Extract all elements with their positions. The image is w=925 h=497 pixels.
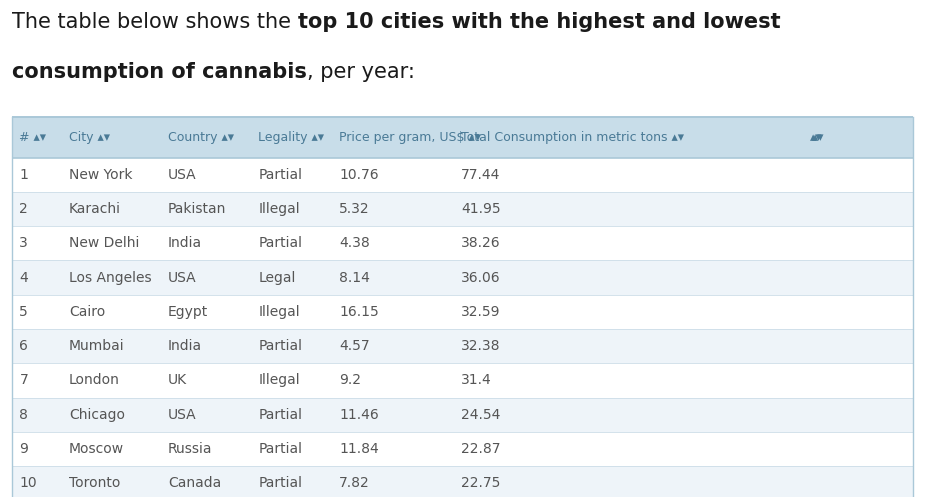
Text: Partial: Partial xyxy=(258,476,302,491)
Text: Legality ▴▾: Legality ▴▾ xyxy=(258,131,324,144)
Text: 16.15: 16.15 xyxy=(339,305,379,319)
Text: City ▴▾: City ▴▾ xyxy=(69,131,110,144)
Text: 38.26: 38.26 xyxy=(461,236,500,250)
Text: Karachi: Karachi xyxy=(69,202,121,216)
Text: 41.95: 41.95 xyxy=(461,202,500,216)
Text: Legal: Legal xyxy=(258,270,296,285)
Text: Illegal: Illegal xyxy=(258,373,300,388)
Text: Total Consumption in metric tons ▴▾: Total Consumption in metric tons ▴▾ xyxy=(461,131,684,144)
Text: Egypt: Egypt xyxy=(168,305,208,319)
Text: Partial: Partial xyxy=(258,339,302,353)
Bar xyxy=(12,363,913,398)
Text: Mumbai: Mumbai xyxy=(69,339,125,353)
Text: The table below shows the: The table below shows the xyxy=(12,12,298,32)
Text: 36.06: 36.06 xyxy=(461,270,500,285)
Bar xyxy=(12,398,913,432)
Text: 11.84: 11.84 xyxy=(339,442,379,456)
Text: Price per gram, US$ ▴▾: Price per gram, US$ ▴▾ xyxy=(339,131,481,144)
Text: 6: 6 xyxy=(19,339,29,353)
Text: Moscow: Moscow xyxy=(69,442,124,456)
Text: 4: 4 xyxy=(19,270,28,285)
Text: Pakistan: Pakistan xyxy=(168,202,227,216)
Text: 31.4: 31.4 xyxy=(461,373,492,388)
Text: Illegal: Illegal xyxy=(258,202,300,216)
Text: India: India xyxy=(168,236,203,250)
Text: ▴▾: ▴▾ xyxy=(809,131,822,144)
Text: 32.59: 32.59 xyxy=(461,305,500,319)
Text: Toronto: Toronto xyxy=(69,476,120,491)
Text: 10: 10 xyxy=(19,476,37,491)
Text: USA: USA xyxy=(168,270,197,285)
Text: Chicago: Chicago xyxy=(69,408,125,422)
Text: # ▴▾: # ▴▾ xyxy=(19,131,46,144)
Text: UK: UK xyxy=(168,373,187,388)
Text: 1: 1 xyxy=(19,167,29,182)
Text: 9: 9 xyxy=(19,442,29,456)
Text: , per year:: , per year: xyxy=(307,62,414,82)
Text: India: India xyxy=(168,339,203,353)
Text: consumption of cannabis: consumption of cannabis xyxy=(12,62,307,82)
Text: 7.82: 7.82 xyxy=(339,476,370,491)
Text: 5.32: 5.32 xyxy=(339,202,370,216)
Text: 10.76: 10.76 xyxy=(339,167,379,182)
Text: 3: 3 xyxy=(19,236,28,250)
Bar xyxy=(12,329,913,363)
Text: 22.87: 22.87 xyxy=(461,442,500,456)
Bar xyxy=(12,295,913,329)
Text: ▴▾: ▴▾ xyxy=(812,131,825,144)
Bar xyxy=(12,466,913,497)
Bar xyxy=(12,117,913,158)
Text: 77.44: 77.44 xyxy=(461,167,500,182)
Text: 11.46: 11.46 xyxy=(339,408,379,422)
Text: Cairo: Cairo xyxy=(69,305,105,319)
Text: 2: 2 xyxy=(19,202,28,216)
Text: London: London xyxy=(69,373,120,388)
Text: 7: 7 xyxy=(19,373,28,388)
Bar xyxy=(12,432,913,466)
Text: 4.38: 4.38 xyxy=(339,236,370,250)
Bar xyxy=(12,226,913,260)
Text: 24.54: 24.54 xyxy=(461,408,500,422)
Text: USA: USA xyxy=(168,408,197,422)
Text: Country ▴▾: Country ▴▾ xyxy=(168,131,234,144)
Text: USA: USA xyxy=(168,167,197,182)
Bar xyxy=(12,192,913,226)
Text: Illegal: Illegal xyxy=(258,305,300,319)
Text: 8.14: 8.14 xyxy=(339,270,370,285)
Text: New Delhi: New Delhi xyxy=(69,236,140,250)
Bar xyxy=(12,260,913,295)
Text: New York: New York xyxy=(69,167,132,182)
Text: Partial: Partial xyxy=(258,442,302,456)
Text: 9.2: 9.2 xyxy=(339,373,362,388)
Text: Partial: Partial xyxy=(258,167,302,182)
Text: Los Angeles: Los Angeles xyxy=(69,270,152,285)
Text: 22.75: 22.75 xyxy=(461,476,500,491)
Text: 8: 8 xyxy=(19,408,29,422)
Text: 4.57: 4.57 xyxy=(339,339,370,353)
Text: 32.38: 32.38 xyxy=(461,339,500,353)
Text: Russia: Russia xyxy=(168,442,213,456)
Text: Canada: Canada xyxy=(168,476,221,491)
Text: 5: 5 xyxy=(19,305,28,319)
Text: Partial: Partial xyxy=(258,236,302,250)
Text: top 10 cities with the highest and lowest: top 10 cities with the highest and lowes… xyxy=(298,12,781,32)
Text: Partial: Partial xyxy=(258,408,302,422)
Bar xyxy=(12,158,913,192)
